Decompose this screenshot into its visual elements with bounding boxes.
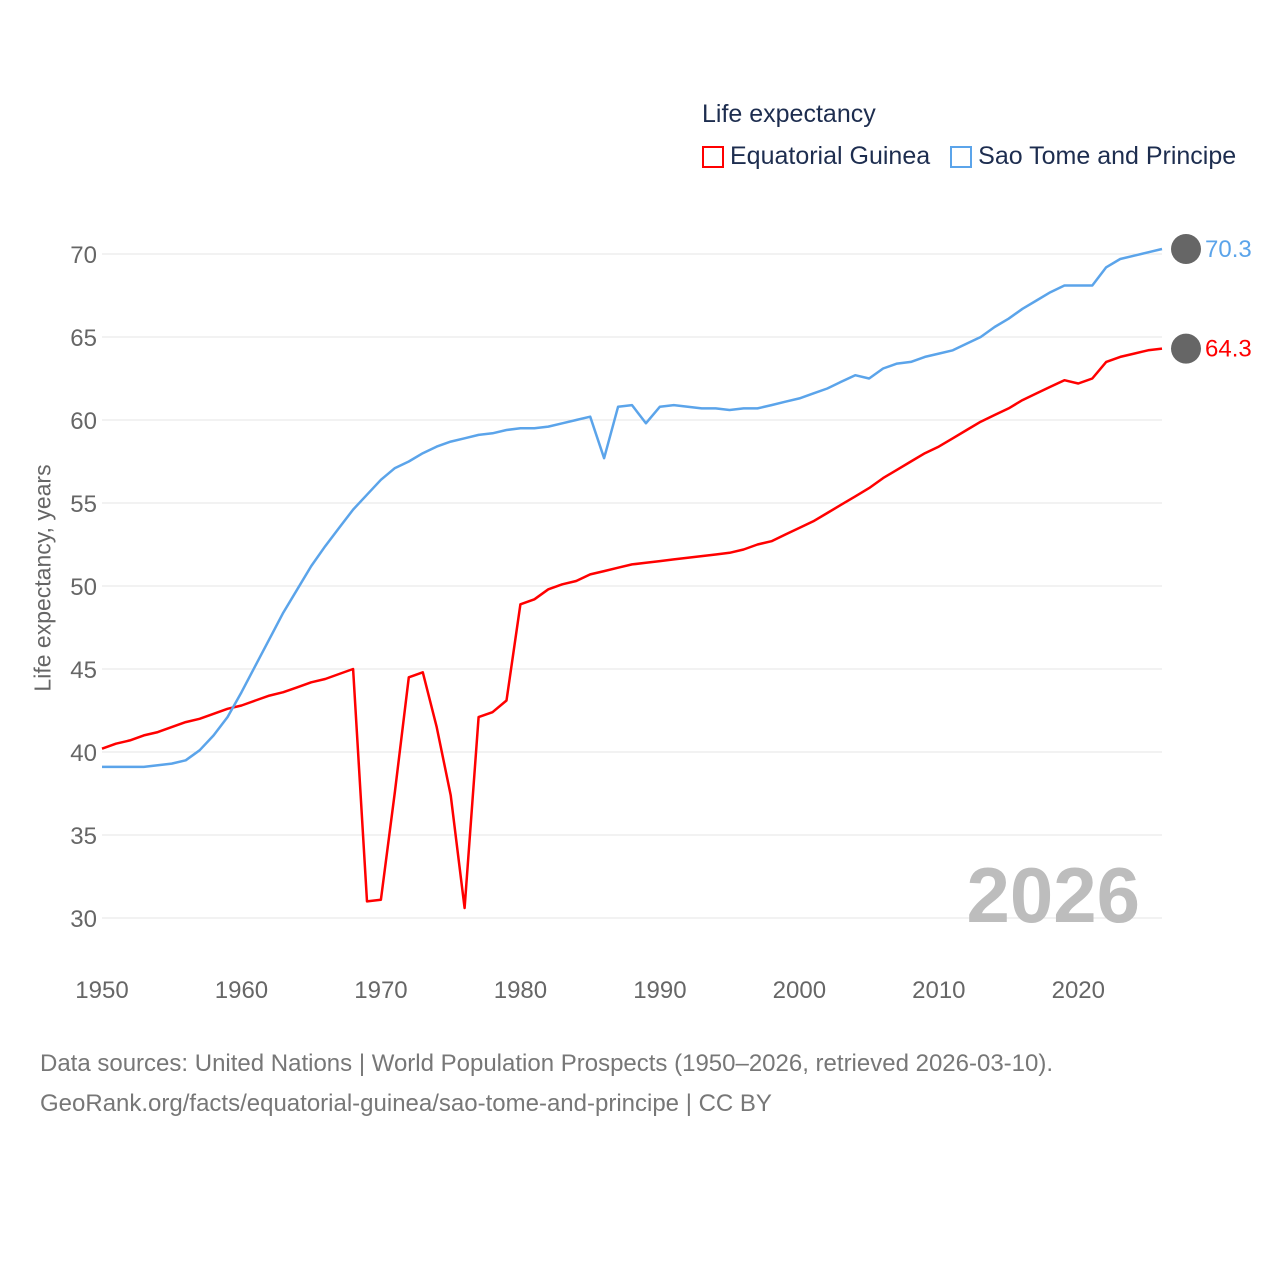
x-tick-label: 1970 — [354, 977, 407, 1004]
series-line-sao-tome-and-principe — [102, 247, 1163, 769]
source-line-1: Data sources: United Nations | World Pop… — [40, 1050, 1054, 1077]
series-line-equatorial-guinea — [101, 347, 1163, 910]
x-tick-label: 1950 — [75, 977, 128, 1004]
end-value-label: 64.3 — [1205, 336, 1252, 363]
y-tick-label: 65 — [70, 325, 97, 352]
x-tick-label: 1980 — [494, 977, 547, 1004]
y-tick-label: 35 — [70, 823, 97, 850]
y-tick-label: 55 — [70, 491, 97, 518]
x-tick-label: 1960 — [215, 977, 268, 1004]
y-tick-label: 30 — [70, 906, 97, 933]
flag-icon — [1171, 333, 1201, 364]
legend-swatch-red — [702, 145, 724, 168]
y-tick-label: 50 — [70, 574, 97, 601]
end-value-label: 70.3 — [1205, 236, 1252, 263]
x-tick-label: 2020 — [1052, 977, 1105, 1004]
x-tick-label: 2010 — [912, 977, 965, 1004]
legend-label: Equatorial Guinea — [730, 142, 931, 170]
legend-item-equatorial-guinea[interactable]: Equatorial Guinea — [702, 142, 930, 171]
x-tick-label: 1990 — [633, 977, 686, 1004]
flag-icon — [1171, 234, 1201, 265]
y-tick-label: 60 — [70, 408, 97, 435]
x-tick-label: 2000 — [773, 977, 826, 1004]
legend: Equatorial Guinea Sao Tome and Principe — [702, 142, 1236, 171]
y-tick-label: 70 — [70, 242, 97, 269]
legend-swatch-blue — [950, 145, 973, 168]
source-note: Data sources: United Nations | World Pop… — [40, 1044, 1053, 1124]
current-year-watermark: 2026 — [966, 851, 1140, 939]
y-tick-label: 45 — [70, 657, 97, 684]
legend-title: Life expectancy — [702, 100, 876, 128]
legend-item-sao-tome[interactable]: Sao Tome and Principe — [950, 142, 1236, 171]
legend-label: Sao Tome and Principe — [978, 142, 1237, 170]
y-tick-label: 40 — [70, 740, 97, 767]
source-line-2[interactable]: GeoRank.org/facts/equatorial-guinea/sao-… — [40, 1090, 772, 1117]
